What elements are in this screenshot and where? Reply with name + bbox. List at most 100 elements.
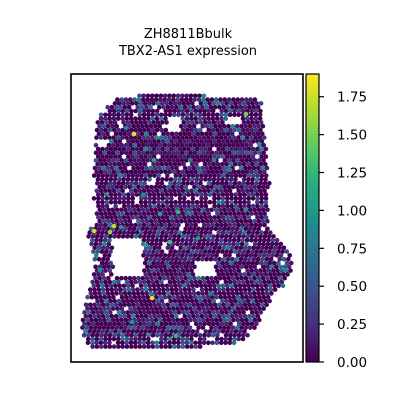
spot (155, 177, 161, 182)
spot (193, 321, 199, 327)
spot-high (131, 131, 137, 137)
spot (162, 142, 168, 148)
spot (243, 123, 248, 129)
spot (171, 112, 177, 118)
spot (235, 97, 240, 102)
spot (140, 218, 145, 224)
spot (211, 199, 217, 205)
spot (249, 112, 254, 118)
spot (223, 169, 228, 175)
spot (143, 302, 149, 308)
spot (129, 101, 135, 106)
spot (184, 237, 190, 243)
spot (153, 325, 158, 330)
spot (220, 283, 226, 289)
spot (148, 245, 153, 251)
spot (138, 177, 144, 182)
spot (227, 253, 232, 258)
spot (242, 154, 247, 159)
spot (150, 344, 156, 349)
spot (250, 260, 255, 266)
spot (232, 279, 237, 285)
spot (222, 142, 228, 148)
spot (142, 177, 148, 182)
spot (187, 123, 193, 129)
spot (123, 317, 129, 323)
spot (164, 161, 169, 167)
spot (196, 184, 201, 190)
spot (268, 287, 274, 292)
spot (108, 146, 114, 152)
spot (217, 131, 222, 137)
spot (175, 264, 180, 270)
spot (107, 112, 112, 118)
spot (241, 298, 247, 304)
spot (100, 199, 105, 205)
spot (188, 241, 193, 247)
spot (106, 241, 112, 247)
spot (100, 302, 106, 308)
spot (179, 317, 185, 323)
spot (189, 127, 194, 133)
spot (251, 173, 256, 178)
spot (207, 249, 212, 254)
spot (226, 226, 231, 232)
spot (169, 302, 175, 308)
spot (232, 234, 238, 239)
spot (158, 237, 164, 243)
spot (170, 291, 175, 296)
spot (111, 169, 117, 175)
spot (133, 279, 138, 285)
spot (154, 93, 159, 99)
spot (263, 196, 269, 201)
spot (278, 275, 283, 281)
spot (180, 188, 186, 194)
spot (186, 272, 191, 277)
spot (206, 169, 211, 175)
spot (150, 321, 156, 327)
spot (205, 142, 211, 148)
spot (205, 158, 210, 163)
spot (206, 340, 211, 346)
spot (97, 275, 103, 281)
spot (105, 245, 110, 251)
spot (243, 184, 249, 190)
spot (147, 283, 152, 289)
spot (136, 294, 142, 300)
spot (173, 192, 178, 197)
spot (157, 218, 163, 224)
spot (238, 203, 243, 209)
spot (150, 237, 155, 243)
spot (124, 169, 129, 175)
spot (188, 306, 193, 311)
spot (142, 161, 148, 167)
spot (274, 237, 280, 243)
spot (228, 161, 234, 167)
spot (167, 268, 173, 273)
spot (259, 196, 265, 201)
spot (150, 268, 156, 273)
spot (201, 241, 206, 247)
spot (216, 215, 221, 220)
spot (150, 222, 155, 228)
spot (179, 158, 185, 163)
spot (242, 203, 247, 209)
spot (94, 279, 100, 285)
spot (189, 234, 195, 239)
spot (204, 302, 209, 308)
spot (183, 207, 189, 213)
spot (192, 142, 198, 148)
spot (173, 177, 178, 182)
spot (246, 173, 252, 178)
spot (183, 123, 188, 129)
spot (190, 146, 196, 152)
spot (225, 245, 231, 251)
spot (172, 344, 177, 349)
spot (194, 161, 199, 167)
spot (223, 127, 229, 133)
spot (152, 173, 157, 178)
spot (207, 120, 212, 125)
spot (142, 234, 147, 239)
spot (214, 253, 219, 258)
spot (100, 313, 106, 319)
